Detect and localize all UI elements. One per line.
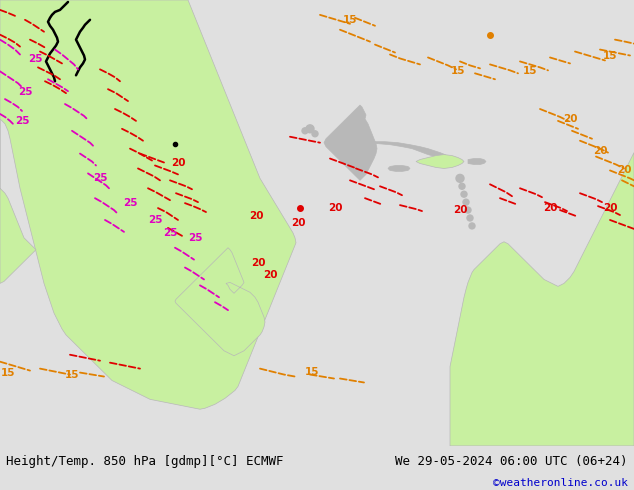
Polygon shape: [388, 166, 410, 171]
Text: 25: 25: [148, 215, 162, 225]
Circle shape: [463, 199, 469, 205]
Text: 20: 20: [593, 146, 607, 156]
Text: 20: 20: [291, 218, 305, 228]
Text: 25: 25: [163, 228, 178, 238]
Text: 20: 20: [617, 166, 631, 175]
Circle shape: [459, 183, 465, 189]
Polygon shape: [416, 154, 464, 169]
Circle shape: [306, 125, 314, 133]
Text: 25: 25: [123, 198, 137, 208]
Circle shape: [469, 223, 475, 229]
Text: 25: 25: [93, 173, 107, 183]
Circle shape: [467, 215, 473, 221]
Polygon shape: [468, 159, 486, 165]
Text: 20: 20: [249, 211, 263, 221]
Text: 20: 20: [563, 114, 577, 124]
Text: Height/Temp. 850 hPa [gdmp][°C] ECMWF: Height/Temp. 850 hPa [gdmp][°C] ECMWF: [6, 455, 284, 468]
Text: 20: 20: [328, 203, 342, 213]
Text: 20: 20: [251, 258, 265, 268]
Circle shape: [461, 191, 467, 197]
Text: 20: 20: [171, 158, 185, 169]
Text: 15: 15: [1, 368, 15, 378]
Polygon shape: [450, 152, 634, 446]
Text: 15: 15: [65, 369, 79, 380]
Text: 15: 15: [305, 367, 320, 377]
Text: 25: 25: [188, 233, 202, 243]
Circle shape: [465, 207, 471, 213]
Circle shape: [456, 174, 464, 182]
Text: 20: 20: [262, 270, 277, 280]
Circle shape: [312, 131, 318, 137]
Text: ©weatheronline.co.uk: ©weatheronline.co.uk: [493, 478, 628, 489]
Polygon shape: [0, 0, 296, 409]
Circle shape: [302, 128, 308, 134]
Text: 25: 25: [28, 54, 42, 65]
Text: We 29-05-2024 06:00 UTC (06+24): We 29-05-2024 06:00 UTC (06+24): [395, 455, 628, 468]
Text: 15: 15: [603, 51, 618, 61]
Polygon shape: [175, 248, 265, 356]
Text: 15: 15: [343, 15, 357, 25]
Text: 25: 25: [15, 116, 29, 126]
Text: 20: 20: [603, 203, 618, 213]
Polygon shape: [324, 105, 377, 180]
Text: 25: 25: [18, 87, 32, 97]
Text: 15: 15: [451, 66, 465, 76]
Polygon shape: [330, 142, 450, 162]
Polygon shape: [0, 119, 36, 283]
Text: 20: 20: [543, 203, 557, 213]
Text: 15: 15: [523, 66, 537, 76]
Text: 20: 20: [453, 205, 467, 215]
